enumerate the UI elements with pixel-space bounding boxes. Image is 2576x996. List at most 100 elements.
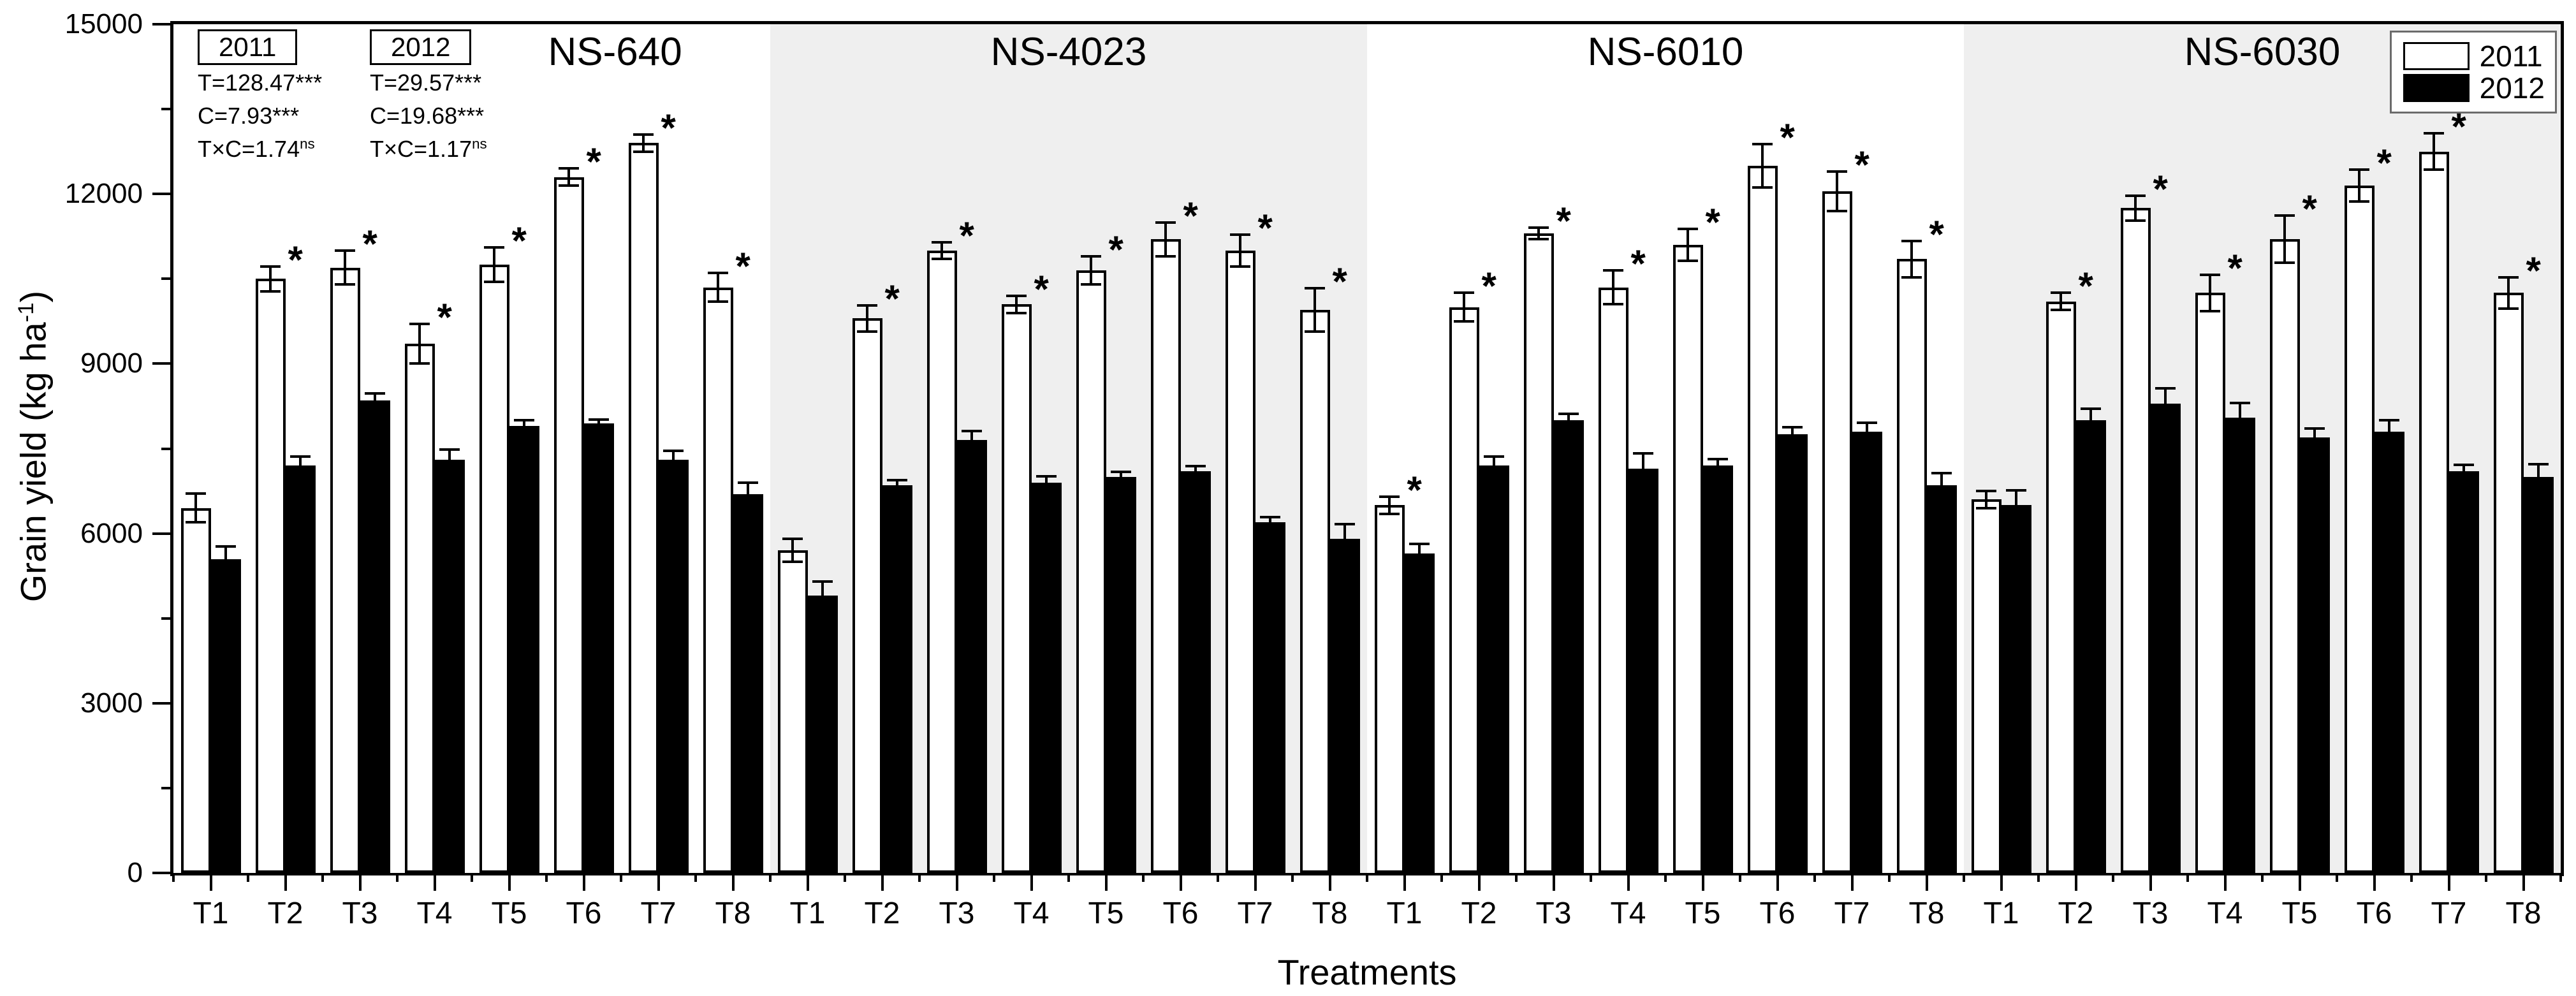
error-bar-line bbox=[672, 451, 675, 469]
error-bar-cap-bottom bbox=[2349, 200, 2369, 203]
error-bar-line bbox=[896, 480, 898, 491]
significance-asterisk: * bbox=[1929, 212, 1944, 256]
x-tick-label-T3: T3 bbox=[342, 897, 378, 930]
error-bar-cap-bottom bbox=[1081, 283, 1101, 286]
bar-2012-T5 bbox=[1702, 465, 1733, 873]
error-bar-cap-top bbox=[216, 545, 236, 548]
x-major-tick bbox=[955, 873, 958, 891]
error-bar-cap-bottom bbox=[1454, 319, 1474, 323]
x-tick-label-T2: T2 bbox=[864, 897, 900, 930]
significance-asterisk: * bbox=[2153, 167, 2168, 210]
x-tick-label-T1: T1 bbox=[193, 897, 229, 930]
error-bar-line bbox=[1343, 524, 1346, 554]
error-bar-cap-bottom bbox=[335, 283, 355, 286]
error-bar-line bbox=[1045, 476, 1048, 489]
x-major-tick bbox=[1254, 873, 1257, 891]
error-bar-cap-bottom bbox=[1155, 254, 1176, 258]
bar-2011-T8 bbox=[2493, 293, 2524, 873]
error-bar-cap-bottom bbox=[2081, 430, 2101, 433]
y-minor-tick bbox=[161, 617, 170, 620]
stats-line: C=7.93*** bbox=[198, 103, 300, 129]
x-major-tick bbox=[1552, 873, 1555, 891]
error-bar-line bbox=[2134, 195, 2137, 221]
error-bar-line bbox=[747, 482, 749, 506]
x-tick-label-T3: T3 bbox=[1535, 897, 1572, 930]
y-tick-label: 3000 bbox=[80, 687, 143, 719]
x-minor-tick bbox=[1142, 873, 1145, 882]
x-minor-tick bbox=[769, 873, 772, 882]
error-bar-cap-top bbox=[1081, 254, 1101, 258]
error-bar-cap-bottom bbox=[1857, 439, 1877, 443]
x-minor-tick bbox=[2261, 873, 2264, 882]
significance-asterisk: * bbox=[1556, 200, 1571, 243]
x-minor-tick bbox=[1440, 873, 1443, 882]
error-bar-cap-top bbox=[887, 479, 907, 482]
error-bar-cap-bottom bbox=[782, 560, 803, 563]
y-tick-label: 12000 bbox=[64, 178, 143, 210]
error-bar-line bbox=[1567, 414, 1570, 427]
x-tick-label-T6: T6 bbox=[1759, 897, 1796, 930]
x-minor-tick bbox=[1813, 873, 1816, 882]
x-tick-label-T2: T2 bbox=[2058, 897, 2094, 930]
significance-asterisk: * bbox=[2526, 249, 2541, 292]
bar-2011-T8 bbox=[703, 287, 733, 873]
x-tick-label-T7: T7 bbox=[1834, 897, 1870, 930]
error-bar-line bbox=[493, 247, 495, 282]
plot-area: NS-640 * * * * * * * NS-4023 * * * * * * * NS-6010 * * * * * *… bbox=[173, 24, 2561, 873]
error-bar-cap-bottom bbox=[1185, 474, 1206, 478]
error-bar-cap-top bbox=[932, 240, 952, 244]
x-tick-label-T7: T7 bbox=[2431, 897, 2467, 930]
error-bar-cap-top bbox=[1603, 268, 1623, 272]
y-tick-label: 9000 bbox=[80, 348, 143, 379]
error-bar-cap-bottom bbox=[962, 448, 982, 451]
bar-2012-T8 bbox=[1329, 539, 1360, 873]
error-bar-line bbox=[1761, 144, 1764, 187]
error-bar-cap-bottom bbox=[2006, 518, 2026, 522]
x-minor-tick bbox=[545, 873, 548, 882]
error-bar-cap-bottom bbox=[1782, 440, 1803, 443]
error-bar-line bbox=[2388, 420, 2390, 443]
error-bar-cap-top bbox=[1006, 294, 1027, 297]
significance-asterisk: * bbox=[288, 238, 303, 281]
x-minor-tick bbox=[1590, 873, 1592, 882]
legend-swatch-2011 bbox=[2403, 42, 2470, 70]
error-bar-cap-top bbox=[484, 246, 504, 249]
error-bar-cap-bottom bbox=[2274, 261, 2295, 265]
bar-2012-T4 bbox=[1628, 468, 1658, 873]
x-tick-label-T5: T5 bbox=[1088, 897, 1124, 930]
error-bar-cap-bottom bbox=[2304, 444, 2325, 448]
error-bar-line bbox=[1791, 427, 1794, 442]
error-bar-cap-bottom bbox=[1827, 209, 1847, 212]
significance-asterisk: * bbox=[735, 245, 750, 288]
x-minor-tick bbox=[2485, 873, 2487, 882]
error-bar-cap-bottom bbox=[2051, 309, 2071, 312]
significance-asterisk: * bbox=[959, 214, 974, 257]
x-major-tick bbox=[1104, 873, 1108, 891]
x-tick-label-T6: T6 bbox=[1162, 897, 1199, 930]
bar-2011-T4 bbox=[1598, 287, 1628, 873]
significance-asterisk: * bbox=[1630, 242, 1646, 285]
error-bar-cap-top bbox=[1857, 421, 1877, 424]
error-bar-cap-bottom bbox=[409, 362, 430, 365]
stats-line: T=29.57*** bbox=[370, 70, 482, 96]
error-bar-cap-top bbox=[2379, 419, 2399, 422]
error-bar-cap-top bbox=[2125, 194, 2146, 197]
legend-swatch-2012 bbox=[2403, 74, 2470, 102]
error-bar-cap-top bbox=[1260, 515, 1280, 518]
error-bar-line bbox=[791, 539, 794, 562]
error-bar-cap-bottom bbox=[1528, 238, 1549, 241]
panel-title: NS-6010 bbox=[1587, 30, 1744, 74]
y-minor-tick bbox=[161, 277, 170, 281]
bar-2012-T6 bbox=[2374, 431, 2404, 873]
y-major-tick bbox=[152, 532, 170, 535]
error-bar-line bbox=[1239, 235, 1241, 267]
x-major-tick bbox=[1627, 873, 1630, 891]
error-bar-cap-bottom bbox=[1036, 487, 1057, 490]
panel-NS-6030: NS-6030 * * * * * * * bbox=[1964, 24, 2561, 873]
bar-2012-T2 bbox=[285, 465, 316, 873]
significance-asterisk: * bbox=[1854, 143, 1870, 186]
error-bar-line bbox=[2060, 293, 2062, 311]
y-major-tick bbox=[152, 193, 170, 196]
error-bar-cap-bottom bbox=[812, 608, 833, 612]
x-tick-label-T1: T1 bbox=[789, 897, 826, 930]
